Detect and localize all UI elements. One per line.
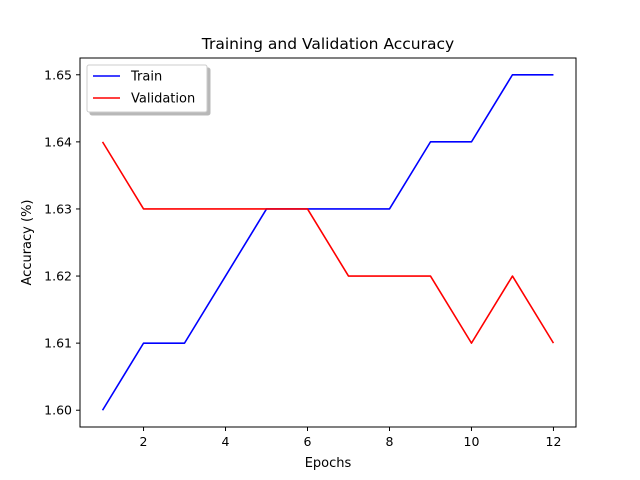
x-tick-label: 10	[464, 434, 480, 449]
legend-label-train: Train	[130, 70, 162, 85]
y-tick-label: 1.64	[44, 134, 72, 149]
legend-items: Train Validation	[93, 70, 195, 107]
x-tick-label: 6	[304, 434, 312, 449]
y-tick-label: 1.65	[44, 67, 72, 82]
legend: Train Validation	[86, 64, 208, 113]
y-axis-ticks: 1.60 1.61 1.62 1.63 1.64 1.65	[44, 67, 80, 418]
y-tick-label: 1.63	[44, 201, 72, 216]
x-axis-ticks: 2 4 6 8 10 12	[140, 427, 562, 449]
plot-area-frame	[79, 57, 577, 428]
x-tick-label: 2	[140, 434, 148, 449]
series-layer	[101, 73, 555, 411]
x-tick-label: 4	[222, 434, 230, 449]
x-axis-label: Epochs	[305, 456, 352, 471]
legend-label-validation: Validation	[131, 92, 195, 107]
x-tick-label: 12	[546, 434, 562, 449]
y-axis-label: Accuracy (%)	[20, 200, 35, 286]
chart-title: Training and Validation Accuracy	[201, 35, 454, 53]
series-line-validation	[101, 141, 555, 344]
x-tick-label: 8	[386, 434, 394, 449]
y-tick-label: 1.60	[44, 403, 72, 418]
y-tick-label: 1.61	[44, 336, 72, 351]
series-line-train	[101, 73, 554, 411]
y-tick-label: 1.62	[44, 269, 72, 284]
